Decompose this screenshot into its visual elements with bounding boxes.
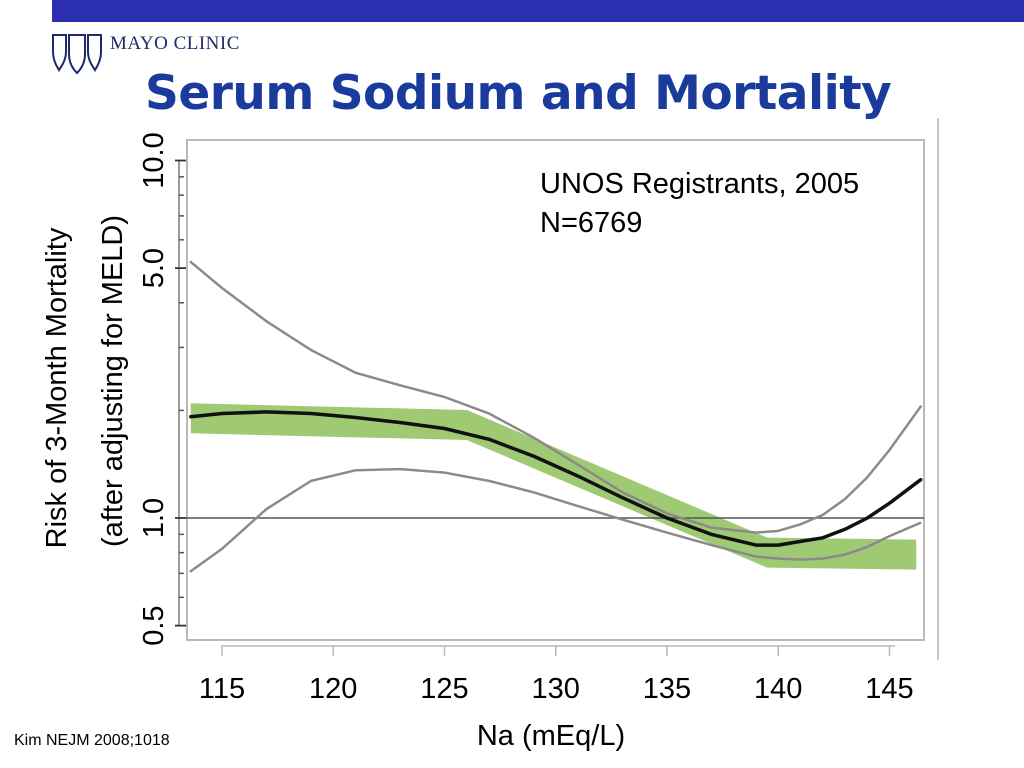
plot-frame bbox=[186, 139, 925, 641]
x-tick-label: 115 bbox=[199, 673, 245, 705]
y-tick-label: 5.0 bbox=[138, 248, 170, 288]
y-axis-title: Risk of 3-Month Mortality bbox=[41, 227, 73, 548]
series-lower_ci bbox=[189, 467, 922, 573]
brand-name: MAYO CLINIC bbox=[110, 33, 240, 54]
highlight-band bbox=[190, 403, 917, 570]
y-tick-label: 10.0 bbox=[138, 132, 170, 188]
y-tick-label: 1.0 bbox=[138, 498, 170, 538]
x-tick-label: 125 bbox=[420, 673, 468, 705]
slide-title: Serum Sodium and Mortality bbox=[145, 66, 892, 121]
citation: Kim NEJM 2008;1018 bbox=[14, 732, 170, 749]
series-upper_ci bbox=[189, 260, 922, 534]
top-accent-bar bbox=[52, 0, 1024, 22]
annotation-line-1: UNOS Registrants, 2005 bbox=[540, 168, 859, 200]
x-tick-label: 135 bbox=[643, 673, 691, 705]
series-estimate bbox=[189, 410, 923, 547]
x-tick-label: 120 bbox=[309, 673, 357, 705]
y-tick-label: 0.5 bbox=[138, 605, 170, 645]
annotation-line-2: N=6769 bbox=[540, 207, 642, 239]
mayo-clinic-shield-logo bbox=[52, 34, 102, 75]
x-tick-label: 140 bbox=[754, 673, 802, 705]
x-tick-label: 130 bbox=[532, 673, 580, 705]
x-tick-label: 145 bbox=[865, 673, 913, 705]
y-axis-title-2: (after adjusting for MELD) bbox=[97, 215, 129, 547]
x-axis-title: Na (mEq/L) bbox=[477, 720, 625, 752]
